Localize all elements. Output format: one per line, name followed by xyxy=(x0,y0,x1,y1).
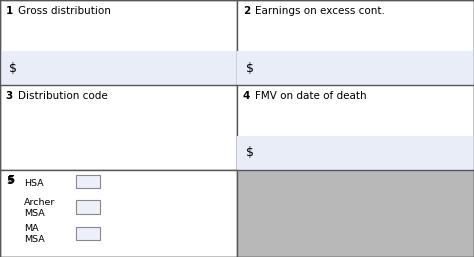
Text: $: $ xyxy=(246,146,254,159)
Text: 5: 5 xyxy=(7,175,14,185)
Bar xyxy=(237,136,474,170)
Text: 3: 3 xyxy=(6,91,13,101)
Bar xyxy=(237,51,474,85)
Text: Archer
MSA: Archer MSA xyxy=(24,198,55,218)
Bar xyxy=(237,170,474,257)
Text: FMV on date of death: FMV on date of death xyxy=(255,91,366,101)
Text: $: $ xyxy=(9,62,17,75)
Bar xyxy=(237,85,474,170)
Text: 2: 2 xyxy=(243,6,250,16)
Text: Distribution code: Distribution code xyxy=(18,91,108,101)
Text: Earnings on excess cont.: Earnings on excess cont. xyxy=(255,6,385,16)
Text: 4: 4 xyxy=(243,91,250,101)
Bar xyxy=(76,200,100,214)
Text: HSA: HSA xyxy=(24,179,43,188)
Text: Gross distribution: Gross distribution xyxy=(18,6,111,16)
Bar xyxy=(0,85,237,170)
Text: 5: 5 xyxy=(6,176,13,186)
Text: 1: 1 xyxy=(6,6,13,16)
Bar xyxy=(237,0,474,85)
Text: $: $ xyxy=(246,62,254,75)
Bar xyxy=(76,227,100,240)
Bar xyxy=(0,0,237,85)
Bar xyxy=(0,170,237,257)
Text: MA
MSA: MA MSA xyxy=(24,224,45,244)
Bar xyxy=(0,51,237,85)
Bar xyxy=(76,175,100,188)
